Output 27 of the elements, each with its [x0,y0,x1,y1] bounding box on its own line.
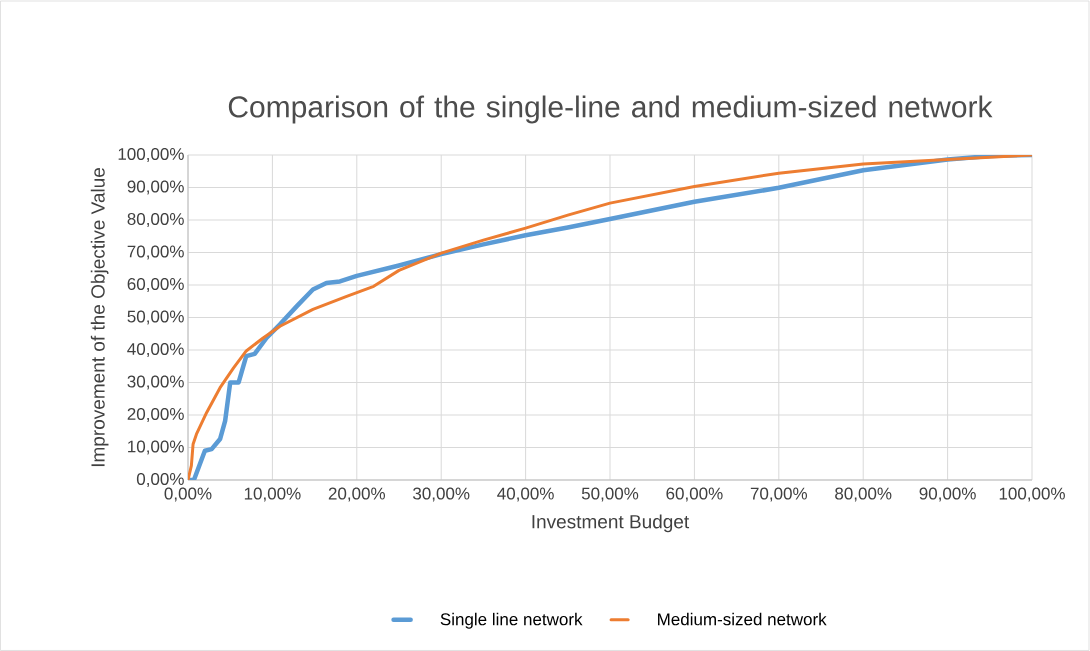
x-tick-label: 20,00% [328,487,386,502]
y-axis-title: Improvement of the Objective Value [90,168,109,467]
x-tick-label: 70,00% [750,487,808,502]
y-tick-label: 60,00% [127,277,184,293]
y-tick-label: 30,00% [127,375,184,390]
y-tick-label: 40,00% [127,342,184,358]
legend-label: Medium-sized network [658,612,827,626]
x-tick-label: 80,00% [835,487,892,502]
x-tick-label: 30,00% [413,487,470,502]
y-tick-label: 0,00% [136,472,184,488]
y-tick-label: 70,00% [127,245,184,260]
x-tick-label: 10,00% [244,487,301,502]
x-tick-label: 100,00% [999,487,1065,502]
x-tick-label: 50,00% [581,487,639,502]
x-tick-label: 90,00% [919,487,976,502]
x-tick-label: 0,00% [164,487,212,502]
legend-label: Single line network [440,612,583,629]
y-tick-label: 90,00% [127,180,184,195]
x-axis-title: Investment Budget [532,514,690,533]
y-tick-label: 20,00% [127,407,184,423]
y-tick-label: 10,00% [128,440,184,455]
x-tick-label: 60,00% [666,487,723,502]
chart-title: Comparison of the single-line and medium-sized network [228,95,993,124]
y-tick-label: 80,00% [127,212,184,228]
y-tick-label: 50,00% [127,310,184,325]
y-tick-label: 100,00% [118,147,184,163]
x-tick-label: 40,00% [497,487,554,502]
